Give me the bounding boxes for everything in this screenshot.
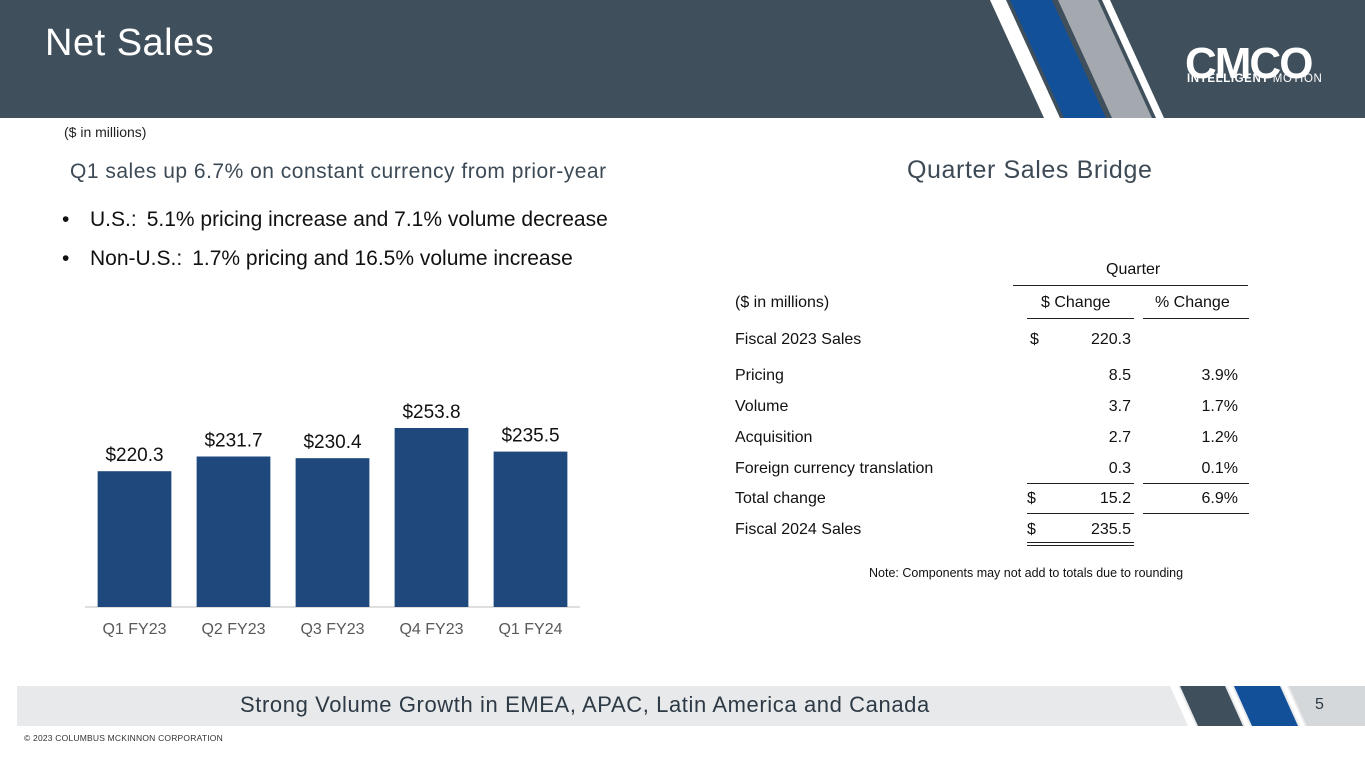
- footer-accent-stripes: [1170, 686, 1365, 726]
- row-pct-acquisition: 1.2%: [1201, 429, 1238, 446]
- row-label-total-change: Total change: [735, 490, 826, 507]
- footer-banner: [17, 686, 1365, 726]
- data-label-1: $231.7: [204, 430, 262, 451]
- col-header-dollar-change: $ Change: [1041, 294, 1111, 311]
- header-accent-stripes: [990, 0, 1164, 118]
- header-banner: Net Sales CMCO INTELLIGENT MOTION: [0, 0, 1365, 118]
- bar-0: [97, 471, 172, 607]
- bar-1: [196, 456, 271, 607]
- net-sales-bar-chart: $220.3 Q1 FY23 $231.7 Q2 FY23 $230.4 Q3 FY23 $…: [85, 402, 580, 638]
- row-dollar-acquisition: 2.7: [1108, 429, 1131, 446]
- row-label-fy23-sales: Fiscal 2023 Sales: [735, 331, 862, 348]
- logo-tagline: INTELLIGENT MOTION: [1187, 73, 1323, 85]
- data-label-3: $253.8: [402, 402, 460, 423]
- units-note: ($ in millions): [64, 124, 147, 140]
- units-label: ($ in millions): [735, 294, 830, 311]
- row-label-fx-translation: Foreign currency translation: [735, 460, 934, 477]
- row-label-fy24-sales: Fiscal 2024 Sales: [735, 521, 862, 538]
- rounding-note: Note: Components may not add to totals d…: [869, 566, 1184, 580]
- row-label-pricing: Pricing: [735, 367, 784, 384]
- row-currency-total-change: $: [1027, 490, 1036, 507]
- logo-wordmark: CMCO: [1185, 39, 1312, 88]
- headline: Q1 sales up 6.7% on constant currency fr…: [70, 160, 607, 183]
- row-label-volume: Volume: [735, 398, 789, 415]
- bullet-list: • U.S.: 5.1% pricing increase and 7.1% vol…: [62, 208, 608, 286]
- row-dollar-pricing: 8.5: [1108, 367, 1131, 384]
- total-rule-pct: [1143, 513, 1249, 514]
- row-dollar-total-change: 15.2: [1099, 490, 1131, 507]
- x-tick-label-3: Q4 FY23: [399, 621, 463, 638]
- page-title: Net Sales: [45, 22, 215, 64]
- col-rule-dollar: [1027, 318, 1134, 319]
- row-dollar-volume: 3.7: [1108, 398, 1131, 415]
- data-label-2: $230.4: [303, 432, 362, 453]
- row-pct-volume: 1.7%: [1201, 398, 1238, 415]
- footer-tagline: Strong Volume Growth in EMEA, APAC, Lati…: [240, 692, 930, 717]
- copyright-notice: © 2023 COLUMBUS MCKINNON CORPORATION: [24, 733, 223, 743]
- row-pct-pricing: 3.9%: [1201, 367, 1238, 384]
- grand-total-double-rule: [1027, 542, 1134, 546]
- x-tick-label-4: Q1 FY24: [498, 621, 562, 638]
- row-pct-total-change: 6.9%: [1201, 490, 1238, 507]
- col-rule-pct: [1143, 318, 1249, 319]
- bullet-non-us: • Non-U.S.: 1.7% pricing and 16.5% volume …: [62, 247, 573, 270]
- group-header-rule: [1013, 285, 1248, 286]
- row-dollar-fy24-sales: 235.5: [1090, 521, 1131, 538]
- x-tick-label-1: Q2 FY23: [201, 621, 265, 638]
- row-dollar-fx-translation: 0.3: [1108, 460, 1131, 477]
- row-pct-fx-translation: 0.1%: [1201, 460, 1238, 477]
- col-header-pct-change: % Change: [1155, 294, 1230, 311]
- bar-2: [295, 458, 370, 607]
- data-label-0: $220.3: [105, 445, 163, 466]
- x-tick-label-0: Q1 FY23: [102, 621, 166, 638]
- x-tick-label-2: Q3 FY23: [300, 621, 364, 638]
- total-rule-dollar: [1027, 513, 1134, 514]
- bridge-title: Quarter Sales Bridge: [907, 156, 1153, 184]
- group-header-quarter: Quarter: [1106, 261, 1161, 278]
- subtotal-rule-pct: [1143, 483, 1249, 484]
- bullet-us: • U.S.: 5.1% pricing increase and 7.1% vol…: [62, 208, 608, 231]
- row-dollar-fy23-sales: 220.3: [1090, 331, 1131, 348]
- bar-4: [493, 451, 568, 607]
- row-currency-fy24-sales: $: [1027, 521, 1036, 538]
- sales-bridge-table: Quarter ($ in millions) $ Change % Chang…: [735, 255, 1255, 555]
- data-label-4: $235.5: [501, 426, 559, 447]
- page-number: 5: [1315, 696, 1324, 713]
- bar-3: [394, 427, 469, 607]
- row-label-acquisition: Acquisition: [735, 429, 813, 446]
- cmco-logo: CMCO: [1185, 39, 1314, 88]
- subtotal-rule-dollar: [1027, 483, 1134, 484]
- row-currency-fy23-sales: $: [1030, 331, 1039, 348]
